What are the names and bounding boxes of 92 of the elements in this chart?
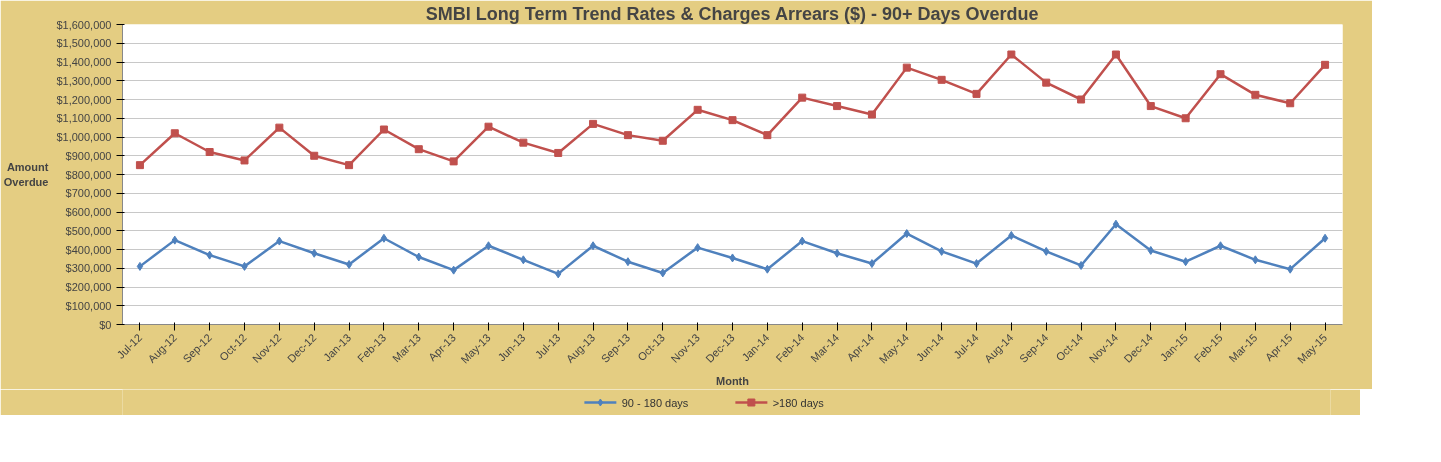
point — [1111, 50, 1120, 59]
point — [1007, 50, 1016, 59]
y-tick-label: $700,000 — [65, 187, 112, 200]
y-tick-label: $0 — [99, 318, 112, 331]
point — [555, 269, 562, 279]
point — [833, 102, 842, 111]
point — [1008, 230, 1015, 240]
y-tick-label: $900,000 — [65, 149, 112, 162]
y-tick-label: $1,200,000 — [56, 93, 112, 106]
point — [1321, 60, 1330, 69]
point — [241, 261, 248, 271]
y-tick-label: $600,000 — [65, 206, 112, 218]
point — [519, 138, 528, 147]
point — [1321, 233, 1329, 243]
point — [798, 93, 807, 102]
point — [903, 229, 910, 239]
y-axis-title: Amount Overdue — [3, 161, 49, 188]
y-tick-label: $200,000 — [65, 281, 112, 293]
point — [1251, 90, 1260, 99]
legend-label: 90 - 180 days — [621, 396, 689, 409]
point — [694, 243, 701, 253]
point — [311, 248, 318, 258]
legend-label: >180 days — [772, 396, 825, 409]
x-axis-title: Month — [716, 374, 750, 387]
point — [833, 248, 841, 258]
point — [973, 259, 980, 269]
point — [1042, 78, 1051, 87]
point — [310, 151, 319, 160]
y-tick-label: $1,400,000 — [56, 56, 112, 68]
point — [520, 255, 527, 265]
point — [1077, 95, 1086, 104]
point — [380, 233, 388, 243]
point — [589, 241, 597, 251]
point — [799, 236, 806, 246]
y-tick-label: $800,000 — [65, 168, 112, 181]
y-tick-label: $100,000 — [65, 299, 112, 312]
point — [902, 63, 911, 72]
point — [1112, 219, 1120, 229]
point — [1146, 102, 1155, 111]
point — [484, 122, 493, 131]
point — [485, 241, 492, 251]
point — [345, 161, 354, 170]
point — [658, 136, 667, 145]
point — [972, 89, 981, 98]
point — [693, 105, 702, 114]
point — [1077, 260, 1085, 270]
point — [867, 110, 876, 119]
point — [728, 116, 737, 125]
point — [415, 252, 422, 262]
y-tick-label: $1,600,000 — [56, 18, 112, 31]
point — [1286, 99, 1295, 108]
point — [136, 261, 144, 271]
point — [1181, 114, 1190, 123]
y-tick-label: $1,500,000 — [56, 37, 112, 50]
point — [450, 265, 457, 275]
point — [624, 257, 632, 267]
chart-title: SMBI Long Term Trend Rates & Charges Arrears ($) - 90+ Days Overdue — [425, 3, 1039, 24]
point — [764, 264, 771, 274]
point — [729, 253, 736, 263]
point — [554, 148, 563, 157]
point — [414, 145, 423, 154]
point — [1216, 70, 1225, 79]
point — [623, 131, 632, 140]
point — [1287, 264, 1294, 274]
point — [171, 235, 178, 245]
point — [937, 75, 946, 84]
point — [659, 268, 666, 278]
y-tick-label: $1,100,000 — [56, 112, 112, 125]
y-tick-label: $400,000 — [65, 243, 112, 256]
point — [1252, 255, 1259, 265]
point — [379, 125, 388, 134]
point — [938, 246, 945, 256]
point — [276, 236, 283, 246]
point — [1217, 241, 1224, 251]
point — [868, 259, 876, 269]
point — [1147, 245, 1154, 255]
point — [1182, 257, 1189, 267]
point — [589, 119, 598, 128]
y-tick-label: $300,000 — [65, 262, 112, 275]
point — [206, 250, 213, 260]
point — [1043, 246, 1050, 256]
point — [449, 157, 458, 166]
y-tick-label: $1,000,000 — [56, 131, 112, 143]
point — [275, 123, 284, 132]
point — [345, 260, 353, 269]
point — [170, 129, 179, 138]
point — [205, 148, 214, 156]
y-tick-label: $1,300,000 — [56, 74, 112, 87]
point — [240, 156, 249, 165]
point — [763, 131, 772, 140]
point — [135, 161, 144, 170]
y-tick-label: $500,000 — [65, 224, 112, 237]
